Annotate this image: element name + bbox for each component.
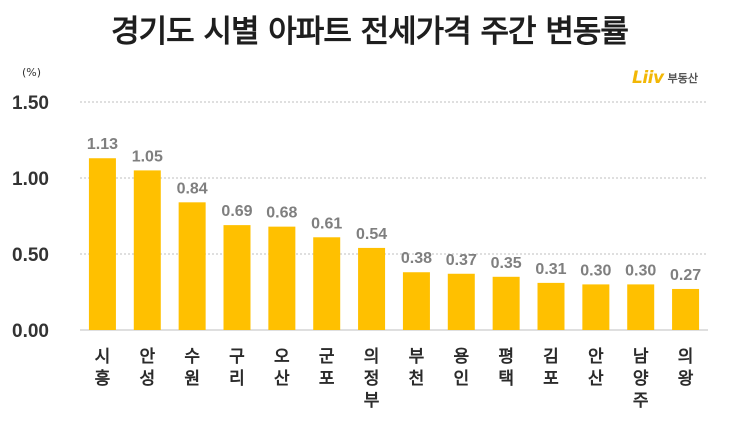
- y-tick-label: 1.00: [12, 169, 49, 190]
- bar: [447, 273, 475, 330]
- data-label: 1.05: [132, 148, 163, 165]
- bar: [627, 284, 655, 330]
- data-label: 0.84: [177, 180, 208, 197]
- bar: [313, 237, 341, 330]
- brand-logo: Liiv 부동산: [632, 68, 698, 88]
- data-label: 0.38: [401, 250, 432, 267]
- y-tick-label: 0.50: [12, 245, 49, 266]
- chart-title: 경기도 시별 아파트 전세가격 주간 변동률: [111, 14, 629, 50]
- bar: [223, 225, 251, 330]
- data-label: 1.13: [87, 136, 118, 153]
- data-label: 0.30: [580, 262, 611, 279]
- liiv-logo-mark: Liiv: [632, 68, 664, 88]
- bar: [268, 226, 296, 330]
- y-axis-unit: (%): [22, 66, 42, 79]
- data-label: 0.54: [356, 226, 387, 243]
- data-label: 0.31: [535, 261, 566, 278]
- bar: [178, 202, 206, 330]
- data-label: 0.27: [670, 267, 701, 284]
- data-label: 0.61: [311, 215, 342, 232]
- bar: [358, 247, 386, 330]
- y-tick-label: 1.50: [12, 93, 49, 114]
- bar: [672, 288, 700, 330]
- bar: [133, 170, 161, 330]
- bar: [582, 284, 610, 330]
- bar: [537, 282, 565, 330]
- data-label: 0.37: [446, 252, 477, 269]
- data-label: 0.68: [266, 205, 297, 222]
- data-label: 0.69: [221, 203, 252, 220]
- bar: [402, 272, 430, 330]
- y-tick-label: 0.00: [12, 321, 49, 342]
- liiv-logo-text: 부동산: [667, 72, 698, 85]
- data-label: 0.35: [491, 255, 522, 272]
- bar: [492, 276, 520, 330]
- bar: [88, 158, 116, 330]
- data-label: 0.30: [625, 262, 656, 279]
